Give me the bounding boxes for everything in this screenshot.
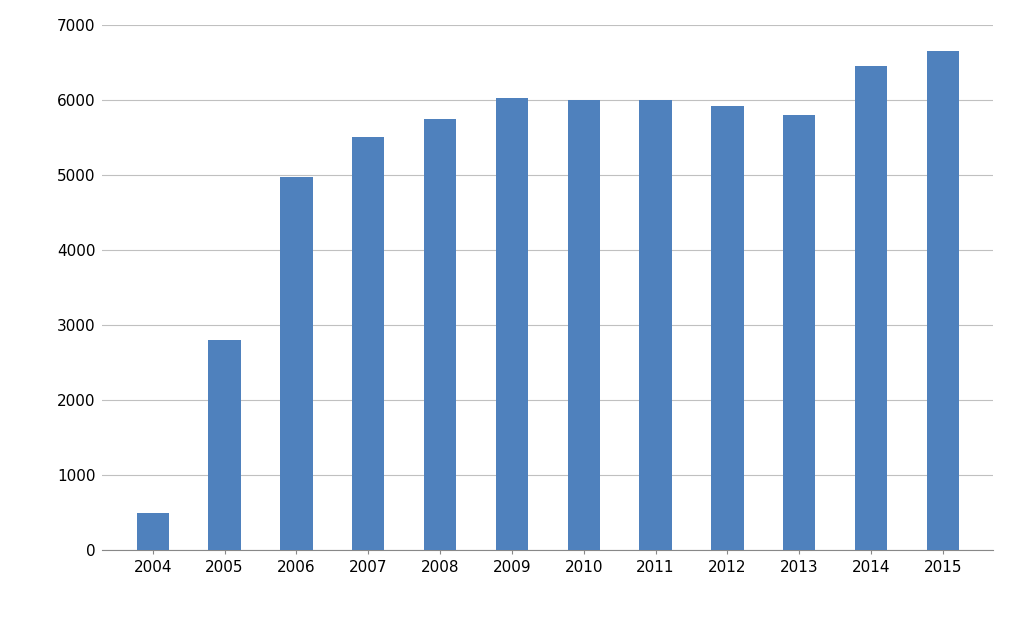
- Bar: [783, 115, 815, 550]
- Bar: [927, 51, 959, 550]
- Bar: [281, 177, 312, 550]
- Bar: [496, 98, 528, 550]
- Bar: [208, 340, 241, 550]
- Bar: [712, 106, 743, 550]
- Bar: [424, 119, 457, 550]
- Bar: [567, 100, 600, 550]
- Bar: [136, 512, 169, 550]
- Bar: [352, 138, 384, 550]
- Bar: [639, 100, 672, 550]
- Bar: [855, 66, 888, 550]
